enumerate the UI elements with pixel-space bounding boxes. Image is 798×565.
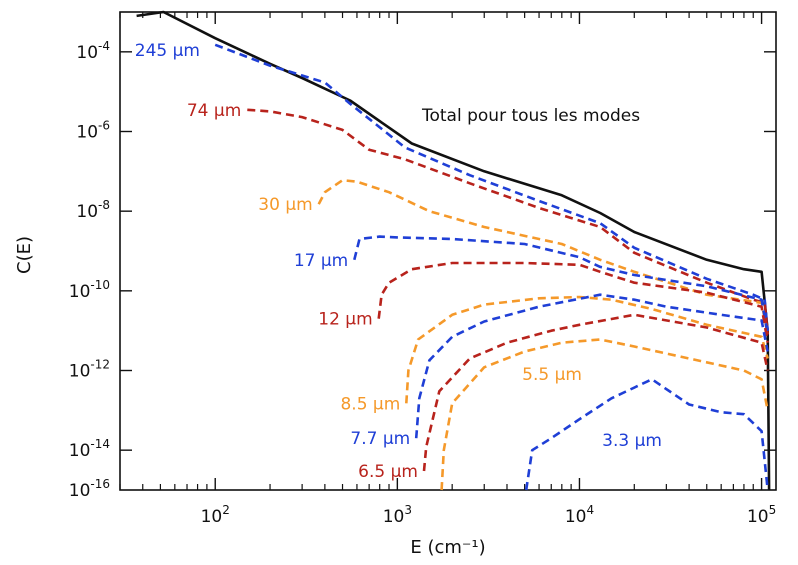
y-tick-label: 10-14 (69, 437, 110, 461)
series-label-4: 17 µm (294, 251, 348, 271)
series-line-4 (353, 235, 769, 335)
series-label-7: 7.7 µm (350, 429, 410, 449)
series-label-6: 8.5 µm (340, 394, 400, 414)
series-line-3 (317, 178, 769, 335)
series-label-3: 30 µm (258, 195, 312, 215)
x-tick-label: 105 (747, 503, 776, 527)
series-label-5: 12 µm (318, 310, 372, 330)
series-line-1 (214, 43, 769, 331)
tick-marks (119, 12, 776, 490)
series-label-1: 245 µm (135, 41, 200, 61)
series-line-6 (405, 295, 769, 404)
x-tick-label: 102 (201, 503, 230, 527)
series-line-7 (414, 293, 769, 439)
y-tick-label: 10-6 (76, 119, 110, 143)
y-tick-label: 10-10 (69, 278, 110, 302)
plot-frame (119, 11, 777, 491)
x-axis-label: E (cm⁻¹) (410, 537, 485, 558)
series-line-0 (136, 10, 771, 491)
series-labels: 245 µm 74 µm 30 µm 17 µm 12 µm 8.5 µm 7.7 µm 6.… (135, 41, 662, 482)
x-tick-labels: 102 103 104 105 (201, 503, 777, 527)
series-label-2: 74 µm (187, 101, 241, 121)
x-tick-label: 104 (565, 503, 594, 527)
series-line-2 (247, 108, 769, 335)
y-axis-label: C(E) (14, 236, 35, 274)
x-tick-label: 103 (383, 503, 412, 527)
series-label-8: 6.5 µm (358, 462, 418, 482)
series-line-8 (422, 313, 769, 472)
series-line-10 (524, 378, 769, 491)
y-tick-label: 10-16 (69, 477, 110, 501)
series-label-10: 3.3 µm (602, 431, 662, 451)
y-tick-label: 10-12 (69, 358, 110, 382)
y-tick-label: 10-8 (76, 198, 110, 222)
y-tick-labels: 10-4 10-6 10-8 10-10 10-12 10-14 10-16 (69, 39, 110, 501)
series-layer (136, 10, 771, 491)
series-line-9 (440, 338, 769, 491)
series-label-9: 5.5 µm (522, 365, 582, 385)
y-tick-label: 10-4 (76, 39, 110, 63)
total-annotation: Total pour tous les modes (421, 106, 640, 126)
